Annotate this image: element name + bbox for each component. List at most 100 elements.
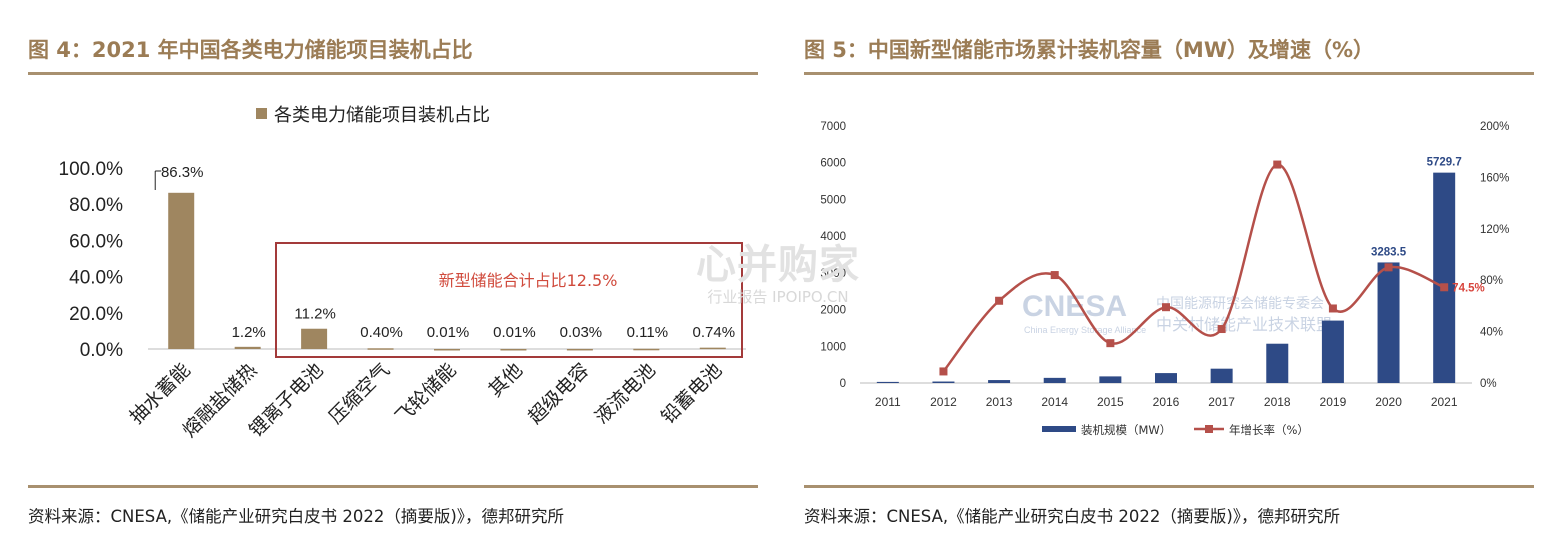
bar [234,346,261,349]
bar [168,192,195,349]
category-label: 飞轮储能 [391,359,460,428]
bar [500,348,527,351]
category-label: 铅蓄电池 [657,359,726,428]
bar [1099,376,1122,383]
bar [1043,377,1066,383]
y-left-tick-label: 6000 [820,158,846,170]
y-tick-label: 80.0% [69,195,123,216]
growth-line [942,163,1445,373]
bar [1155,373,1177,383]
logo-org-line2: 中关村储能产业技术联盟 [1156,315,1332,334]
y-left-tick-label: 5000 [820,194,846,206]
x-tick-label: 2021 [1431,395,1458,409]
bar [876,381,899,383]
legend-swatch-marker [1205,425,1213,433]
y-right-tick-label: 80% [1480,275,1503,287]
y-right-tick-label: 200% [1480,121,1509,133]
bar [1433,172,1456,383]
x-tick-label: 2016 [1153,395,1180,409]
y-right-tick-label: 40% [1480,327,1503,339]
bar [301,328,328,349]
category-label: 液流电池 [591,359,660,428]
y-left-tick-label: 4000 [820,231,846,243]
growth-marker [1384,263,1393,272]
y-tick-label: 40.0% [69,268,123,289]
data-label: 0.40% [360,324,403,341]
bar [1266,343,1289,383]
x-tick-label: 2011 [875,395,901,409]
y-left-tick-label: 7000 [820,121,846,133]
bar [1321,320,1344,383]
y-tick-label: 0.0% [80,340,123,361]
y-left-tick-label: 1000 [820,341,846,353]
y-tick-label: 60.0% [69,231,123,252]
data-label: 0.11% [627,324,668,341]
logo-tagline: China Energy Storage Alliance [1024,325,1146,335]
bar [434,348,460,351]
x-tick-label: 2018 [1264,395,1291,409]
data-label: 0.74% [693,324,736,341]
growth-marker [1328,304,1337,313]
legend-swatch-bars [1042,426,1076,432]
legend-swatch [256,108,267,119]
bar [367,348,394,350]
x-tick-label: 2013 [986,395,1013,409]
bar [566,348,593,351]
bar [988,380,1011,383]
figure-4-title: 图 4：2021 年中国各类电力储能项目装机占比 [28,38,473,62]
y-right-tick-label: 160% [1480,172,1509,184]
x-tick-label: 2019 [1320,395,1347,409]
bar [1377,262,1400,383]
data-label: 1.2% [232,324,266,341]
legend-label: 各类电力储能项目装机占比 [274,105,490,126]
figure-4-panel: 图 4：2021 年中国各类电力储能项目装机占比 各类电力储能项目装机占比 0.0… [28,0,758,544]
legend-label-bars: 装机规模（MW） [1081,423,1171,437]
data-label: 0.01% [493,324,536,341]
growth-marker [1217,325,1226,334]
y-left-tick-label: 0 [840,378,846,390]
figure-5-top-rule [804,72,1534,75]
growth-marker [995,296,1004,305]
x-tick-label: 2020 [1375,395,1402,409]
logo-org-line1: 中国能源研究会储能专委会 [1156,296,1324,312]
growth-marker [1162,303,1170,312]
growth-marker [939,367,948,376]
figure-4-chart: 各类电力储能项目装机占比 0.0% 20.0% 40.0% 60.0% 80.0% 100.… [59,105,746,442]
x-tick-label: 2014 [1041,395,1068,409]
category-label: 抽水蓄能 [125,359,194,428]
new-storage-box [275,242,743,358]
bar [932,381,955,383]
growth-marker [1440,283,1449,292]
figure-5-bottom-rule [804,485,1534,488]
data-label: 0.01% [427,324,470,341]
growth-marker [1050,271,1059,280]
bar [633,348,660,351]
data-label: 11.2% [294,306,335,323]
bar-data-label: 5729.7 [1427,157,1462,169]
legend-label-line: 年增长率（%） [1229,423,1309,437]
category-label: 其他 [485,359,527,401]
bar [699,347,726,350]
figure-4-source: 资料来源：CNESA,《储能产业研究白皮书 2022（摘要版)》，德邦研究所 [28,507,565,526]
figure-5-source: 资料来源：CNESA,《储能产业研究白皮书 2022（摘要版)》，德邦研究所 [804,507,1341,526]
x-tick-label: 2012 [930,395,957,409]
figure-5-panel: 图 5：中国新型储能市场累计装机容量（MW）及增速（%） CNESA China … [804,0,1534,544]
growth-marker [1106,339,1115,348]
bar-data-label: 3283.5 [1371,246,1407,258]
category-label: 超级电容 [524,359,593,428]
y-left-tick-label: 3000 [820,268,846,280]
figure-5-title: 图 5：中国新型储能市场累计装机容量（MW）及增速（%） [804,38,1375,62]
x-tick-label: 2015 [1097,395,1124,409]
y-left-tick-label: 2000 [820,305,846,317]
category-label: 压缩空气 [325,359,394,428]
x-tick-label: 2017 [1208,395,1235,409]
bar [1210,368,1233,383]
y-tick-label: 100.0% [59,159,124,180]
growth-data-label: 74.5% [1452,282,1485,294]
figure-4-bottom-rule [28,485,758,488]
data-label: 86.3% [161,164,204,181]
data-label: 0.03% [560,324,603,341]
figure-4-top-rule [28,72,758,75]
new-storage-annotation: 新型储能合计占比12.5% [439,271,618,290]
